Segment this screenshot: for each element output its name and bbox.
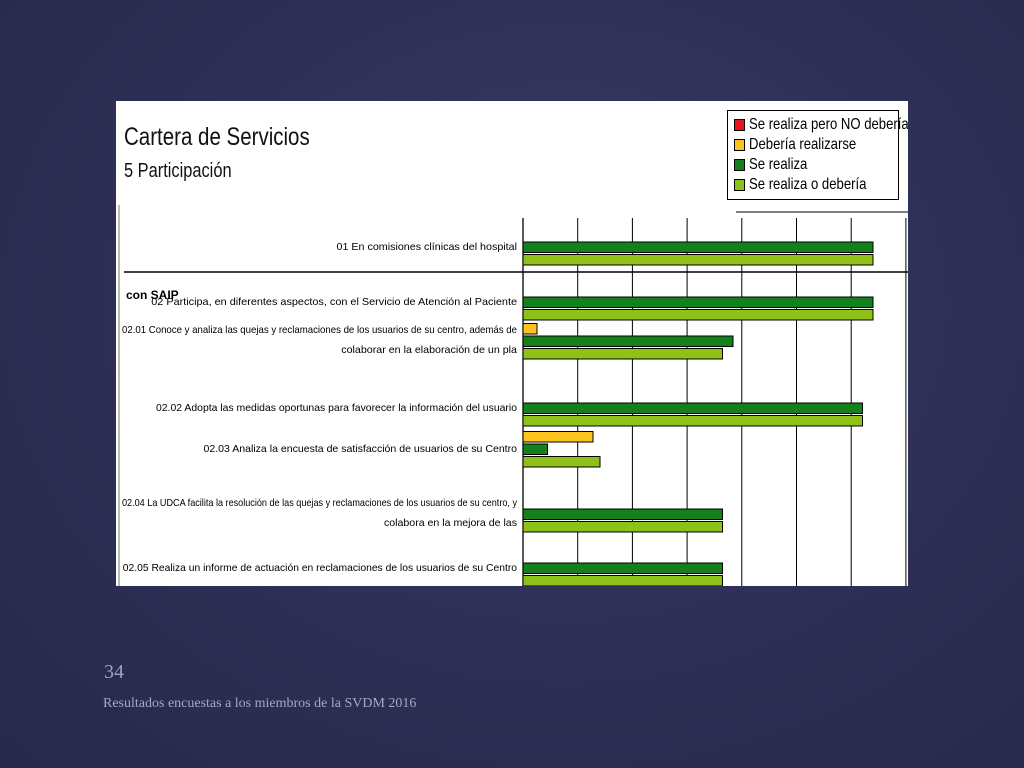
legend-swatch-dark-green xyxy=(734,159,745,171)
legend-item-light-green: Se realiza o debería xyxy=(734,175,892,195)
chart-legend: Se realiza pero NO debería Debería reali… xyxy=(727,110,908,200)
legend-swatch-red xyxy=(734,119,745,131)
bar-dark-green xyxy=(522,335,734,347)
bar-dark-green xyxy=(522,402,863,414)
category-label: colabora en la mejora de las xyxy=(384,517,517,529)
category-label: 02 Participa, en diferentes aspectos, co… xyxy=(151,296,517,308)
bar-light-green xyxy=(522,415,863,427)
legend-item-red: Se realiza pero NO debería xyxy=(734,115,908,135)
category-label: 01 En comisiones clínicas del hospital xyxy=(337,241,518,253)
bar-light-green xyxy=(522,575,723,586)
bar-light-green xyxy=(522,254,874,266)
slide-number: 34 xyxy=(104,661,124,683)
legend-label: Se realiza o debería xyxy=(749,176,867,193)
bar-light-green xyxy=(522,309,874,321)
bar-dark-green xyxy=(522,508,723,520)
category-label: 02.01 Conoce y analiza las quejas y recl… xyxy=(122,324,517,336)
bar-chart: con SAIP 01 En comisiones clínicas del ho… xyxy=(118,205,908,586)
legend-item-dark-green: Se realiza xyxy=(734,155,892,175)
slide-footer: Resultados encuestas a los miembros de l… xyxy=(103,696,417,711)
category-label: 02.03 Analiza la encuesta de satisfacció… xyxy=(204,443,518,455)
bar-light-green xyxy=(522,456,601,468)
legend-label: Se realiza xyxy=(749,156,808,173)
chart-figure: con SAIP 01 En comisiones clínicas del ho… xyxy=(116,101,908,586)
bar-light-green xyxy=(522,348,723,360)
bar-dark-green xyxy=(522,443,548,455)
legend-swatch-light-green xyxy=(734,179,745,191)
bar-yellow xyxy=(522,323,538,335)
legend-label: Se realiza pero NO debería xyxy=(749,116,908,133)
bar-dark-green xyxy=(522,296,874,308)
chart-title: Cartera de Servicios xyxy=(124,123,310,151)
bar-dark-green xyxy=(522,241,874,253)
category-label: 02.02 Adopta las medidas oportunas para … xyxy=(156,402,517,414)
legend-swatch-yellow xyxy=(734,139,745,151)
category-label: 02.04 La UDCA facilita la resolución de … xyxy=(122,497,518,509)
category-label: 02.05 Realiza un informe de actuación en… xyxy=(123,562,517,574)
category-label: colaborar en la elaboración de un pla xyxy=(341,344,517,356)
legend-item-yellow: Debería realizarse xyxy=(734,135,892,155)
group-label: con SAIP xyxy=(126,288,179,302)
bar-yellow xyxy=(522,431,594,443)
chart-subtitle: 5 Participación xyxy=(124,160,232,182)
bar-dark-green xyxy=(522,562,723,574)
legend-label: Debería realizarse xyxy=(749,136,857,153)
bar-light-green xyxy=(522,521,723,533)
